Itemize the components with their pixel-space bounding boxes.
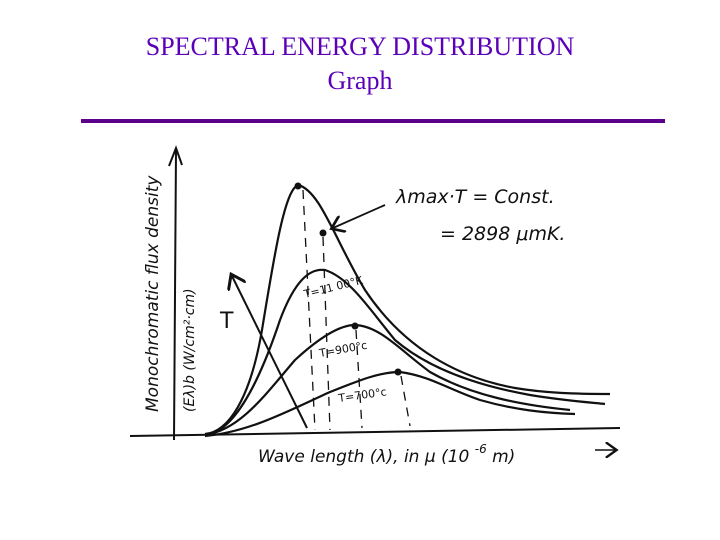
peak-marker-3 xyxy=(351,322,359,330)
law-line-2: = 2898 μmK. xyxy=(440,223,565,245)
slide-title: SPECTRAL ENERGY DISTRIBUTION Graph xyxy=(0,30,720,98)
title-line-2: Graph xyxy=(327,66,393,95)
law-pointer-arrow xyxy=(333,204,386,228)
temperature-arrow xyxy=(232,276,308,429)
law-line-1: λmax·T = Const. xyxy=(395,186,555,208)
curve-label-t1100: T=11 00°K xyxy=(302,274,365,302)
peak-marker-2 xyxy=(319,229,327,237)
peak-line-3 xyxy=(355,329,363,429)
x-axis xyxy=(129,427,621,437)
peak-line-4 xyxy=(400,375,411,427)
x-axis-label-unit: m) xyxy=(492,447,515,467)
curve-t700 xyxy=(204,370,576,438)
x-axis-label-exponent: -6 xyxy=(475,442,487,456)
y-axis-label-2: (Eλ)b (W/cm²·cm) xyxy=(182,288,198,412)
title-divider xyxy=(81,119,665,123)
y-axis-label-1: Monochromatic flux density xyxy=(143,175,163,412)
y-axis-arrowhead xyxy=(168,145,183,167)
curve-highest-temperature xyxy=(204,183,611,436)
peak-line-2 xyxy=(322,236,331,431)
peak-marker-4 xyxy=(394,368,402,376)
x-axis-label-main: Wave length (λ), in μ (10 xyxy=(258,447,469,467)
title-line-1: SPECTRAL ENERGY DISTRIBUTION xyxy=(145,32,575,61)
peak-marker-1 xyxy=(294,182,302,190)
curve-label-t900: T=900°c xyxy=(317,339,368,360)
curve-t1100 xyxy=(204,268,606,437)
x-axis-label: Wave length (λ), in μ (10 -6 m) xyxy=(258,438,515,467)
peak-line-1 xyxy=(302,189,316,431)
temperature-arrow-label: T xyxy=(219,309,234,334)
curve-label-t700: T=700°c xyxy=(337,385,388,405)
y-axis xyxy=(173,149,177,441)
